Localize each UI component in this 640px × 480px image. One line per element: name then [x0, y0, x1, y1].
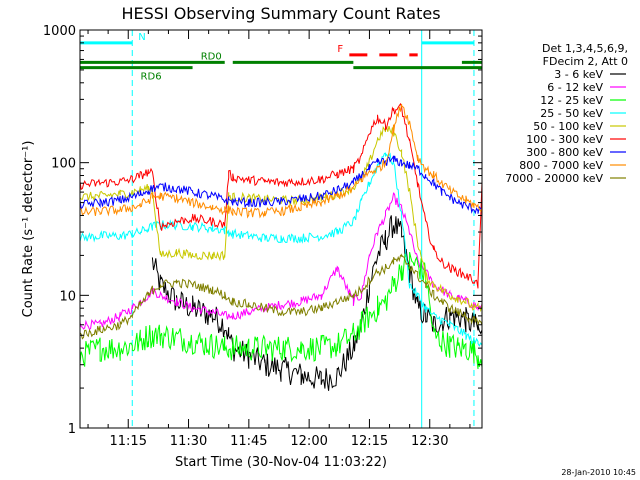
axes: 1 10 100 1000 11:15 11:30 11:45 12:00 12:15 12:30: [43, 24, 482, 449]
legend-label: 25 - 50 keV: [540, 107, 603, 120]
flag-n-label: N: [138, 32, 145, 43]
chart-title: HESSI Observing Summary Count Rates: [121, 4, 440, 23]
legend-label: 300 - 800 keV: [526, 146, 603, 159]
series-100-300-keV-line: [80, 102, 482, 289]
legend: Det 1,3,4,5,6,9,FDecim 2, Att 03 - 6 keV…: [505, 42, 628, 185]
series-3-6-keV-line: [151, 215, 482, 391]
legend-label: 12 - 25 keV: [540, 94, 603, 107]
series-800-7000-keV-line: [80, 103, 482, 219]
y-tick-label: 1000: [43, 24, 76, 39]
series-7000-20000-keV-line: [80, 253, 482, 340]
flag-bars: N F RD0 RD6: [80, 32, 482, 83]
flag-f-label: F: [337, 44, 343, 55]
y-axis-label: Count Rate (s⁻¹ detector⁻¹): [21, 141, 36, 318]
flag-rd0-label: RD0: [201, 51, 222, 62]
legend-label: 7000 - 20000 keV: [505, 172, 603, 185]
series-path: [80, 152, 482, 347]
y-tick-label: 10: [59, 289, 76, 304]
legend-header: FDecim 2, Att 0: [543, 55, 628, 68]
series-path: [80, 251, 482, 370]
legend-header: Det 1,3,4,5,6,9,: [542, 42, 628, 55]
series-path: [80, 102, 482, 289]
series-path: [80, 103, 482, 219]
legend-label: 800 - 7000 keV: [519, 159, 603, 172]
series-lines: [80, 102, 482, 391]
series-path: [80, 253, 482, 340]
x-tick-label: 11:15: [110, 434, 147, 449]
series-300-800-keV-line: [80, 155, 482, 215]
y-tick-label: 1: [68, 422, 76, 437]
flag-rd6-label: RD6: [141, 72, 162, 83]
series-path: [151, 215, 482, 391]
series-12-25-keV-line: [80, 251, 482, 370]
series-25-50-keV-line: [80, 152, 482, 347]
x-tick-label: 12:30: [411, 434, 448, 449]
footer-timestamp: 28-Jan-2010 10:45: [561, 468, 636, 477]
plot-frame: [79, 29, 483, 429]
x-axis-label: Start Time (30-Nov-04 11:03:22): [175, 455, 387, 470]
legend-label: 50 - 100 keV: [533, 120, 603, 133]
series-6-12-keV-line: [80, 192, 482, 331]
y-tick-label: 100: [51, 157, 76, 172]
legend-label: 100 - 300 keV: [526, 133, 603, 146]
series-path: [80, 155, 482, 215]
x-tick-label: 11:30: [170, 434, 207, 449]
series-path: [80, 192, 482, 331]
x-tick-label: 12:00: [290, 434, 327, 449]
legend-label: 6 - 12 keV: [547, 81, 603, 94]
x-tick-label: 11:45: [230, 434, 267, 449]
x-tick-label: 12:15: [351, 434, 388, 449]
legend-label: 3 - 6 keV: [554, 68, 603, 81]
